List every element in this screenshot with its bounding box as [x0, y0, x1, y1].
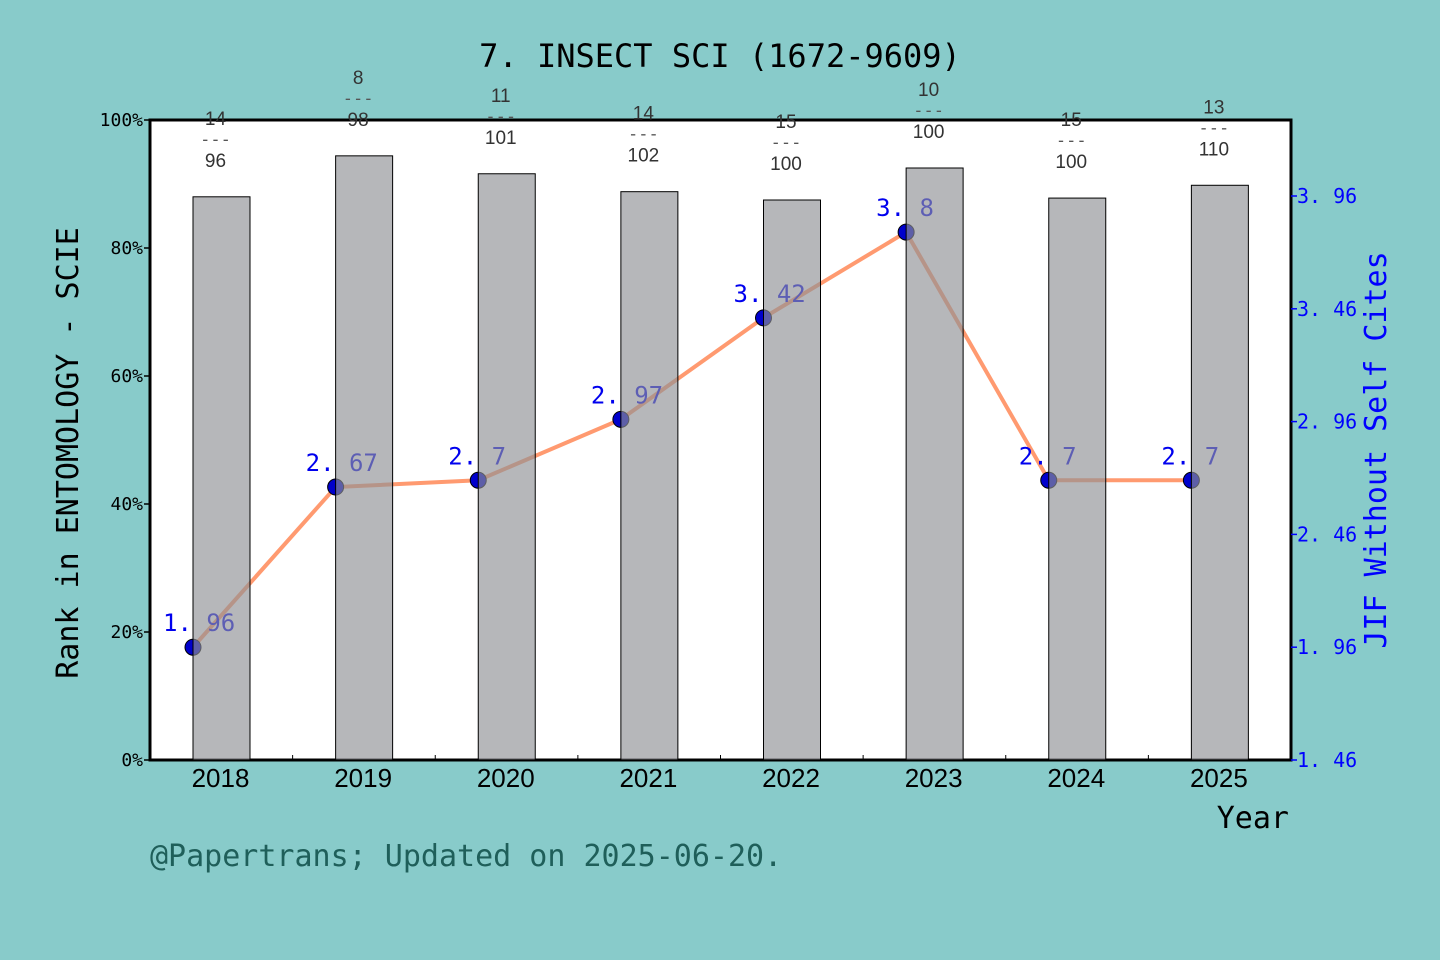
y2-tick-label: 1. 96	[1297, 635, 1357, 659]
y-tick-label: 60%	[110, 366, 143, 387]
rank-bar	[905, 167, 964, 761]
y2-tick-label: 2. 96	[1297, 410, 1357, 434]
x-tick-label: 2023	[905, 763, 963, 793]
rank-separator: ---	[343, 89, 374, 109]
rank-total: 101	[485, 128, 517, 149]
x-tick-label: 2019	[334, 763, 392, 793]
y-tick-label: 20%	[110, 622, 143, 643]
rank-bar	[192, 196, 251, 761]
y-tick-label: 40%	[110, 494, 143, 515]
rank-bar	[763, 199, 821, 761]
y2-tick-label: 1. 46	[1297, 748, 1357, 772]
y2-axis-label: JIF Without Self Cites	[1359, 251, 1394, 648]
x-tick-label: 2024	[1047, 763, 1105, 793]
x-tick-label: 2018	[192, 763, 250, 793]
rank-total: 98	[348, 110, 369, 131]
rank-bar	[1190, 184, 1249, 761]
y-tick-label: 100%	[100, 110, 144, 131]
rank-bar	[1048, 197, 1107, 761]
rank-separator: ---	[1056, 131, 1087, 151]
rank-total: 102	[628, 146, 660, 167]
y-tick-label: 80%	[110, 238, 143, 259]
rank-total: 100	[1055, 152, 1087, 173]
rank-bar	[477, 173, 536, 761]
rank-separator: ---	[913, 101, 944, 121]
rank-label: 13	[1203, 97, 1224, 118]
x-tick-label: 2025	[1190, 763, 1248, 793]
rank-label: 14	[633, 104, 655, 125]
y-axis-label: Rank in ENTOMOLOGY - SCIE	[51, 227, 86, 679]
y-tick-label: 0%	[121, 750, 143, 771]
rank-separator: ---	[1199, 118, 1230, 138]
rank-total: 100	[913, 122, 945, 143]
rank-separator: ---	[485, 107, 516, 127]
footer-text: @Papertrans; Updated on 2025-06-20.	[150, 839, 782, 874]
rank-label: 14	[205, 109, 227, 130]
y2-tick-label: 3. 46	[1297, 297, 1357, 321]
rank-total: 96	[205, 151, 226, 172]
x-axis-label: Year	[1217, 801, 1289, 836]
rank-total: 100	[770, 154, 802, 175]
x-tick-label: 2022	[762, 763, 820, 793]
rank-label: 15	[1061, 110, 1082, 131]
rank-separator: ---	[628, 125, 659, 145]
rank-bar	[335, 155, 394, 761]
y2-tick-label: 3. 96	[1297, 184, 1357, 208]
x-tick-label: 2021	[619, 763, 677, 793]
rank-label: 11	[491, 86, 511, 107]
chart-title: 7. INSECT SCI (1672-9609)	[479, 37, 961, 75]
rank-bar	[620, 191, 679, 761]
rank-separator: ---	[200, 130, 231, 150]
rank-label: 15	[775, 112, 796, 133]
rank-label: 8	[353, 68, 364, 89]
rank-total: 110	[1199, 139, 1229, 160]
plot-area	[148, 118, 1293, 762]
x-tick-label: 2020	[477, 763, 535, 793]
rank-label: 10	[918, 80, 939, 101]
y2-tick-label: 2. 46	[1297, 522, 1357, 546]
rank-separator: ---	[771, 133, 802, 153]
